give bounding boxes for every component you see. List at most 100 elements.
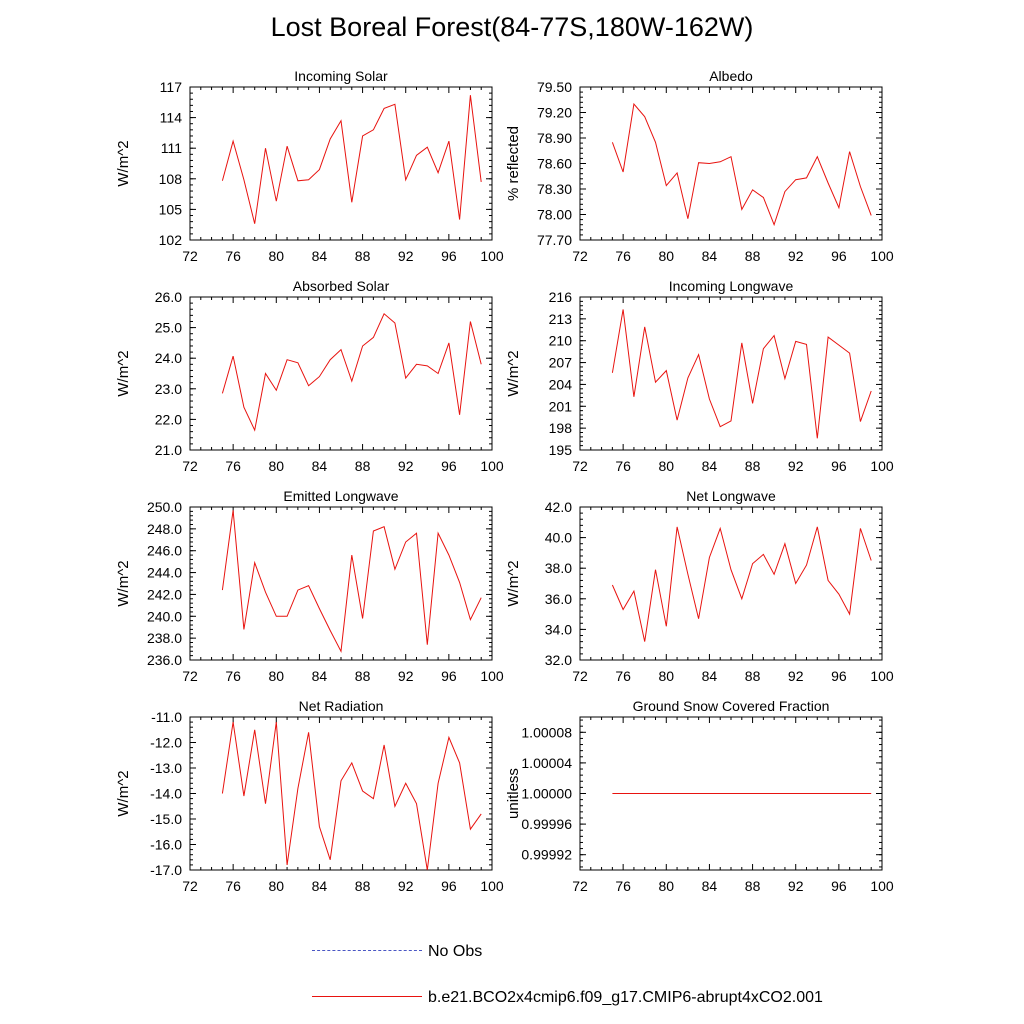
x-tick-label: 84 [312,668,328,684]
x-tick-label: 88 [745,878,761,894]
y-tick-label: 244.0 [147,565,182,581]
x-tick-label: 72 [182,878,198,894]
plot-frame [579,296,883,451]
y-tick-label: 195 [549,442,573,458]
x-tick-label: 100 [870,458,894,474]
x-tick-label: 92 [398,878,414,894]
y-tick-label: 238.0 [147,630,182,646]
y-tick-label: 78.90 [537,130,572,146]
x-tick-label: 96 [441,878,457,894]
series-line [221,312,482,432]
y-tick-label: 21.0 [155,442,182,458]
x-tick-label: 88 [745,458,761,474]
x-tick-label: 96 [831,668,847,684]
y-tick-label: 36.0 [545,591,572,607]
y-tick-label: 242.0 [147,586,182,602]
x-tick-label: 76 [615,668,631,684]
y-tick-label: 22.0 [155,411,182,427]
y-tick-label: 198 [549,420,573,436]
y-tick-label: 0.99996 [521,816,572,832]
x-tick-label: 80 [268,878,284,894]
y-tick-label: 111 [161,140,182,156]
x-tick-label: 92 [788,458,804,474]
y-axis-label: W/m^2 [115,770,132,816]
y-tick-label: 25.0 [155,320,182,336]
x-tick-label: 88 [355,878,371,894]
series-line [221,95,482,224]
legend-line-no-obs [312,950,422,951]
y-tick-label: -12.0 [150,735,182,751]
x-tick-label: 100 [480,668,504,684]
x-tick-label: 76 [615,878,631,894]
legend-label-model: b.e21.BCO2x4cmip6.f09_g17.CMIP6-abrupt4x… [428,989,823,1006]
y-tick-label: 78.30 [537,181,572,197]
x-tick-label: 84 [312,878,328,894]
y-tick-label: 248.0 [147,521,182,537]
x-tick-label: 80 [658,878,674,894]
x-tick-label: 84 [312,248,328,264]
x-tick-label: 72 [182,458,198,474]
panel-title: Absorbed Solar [293,278,390,294]
y-tick-label: 40.0 [545,530,572,546]
x-tick-label: 92 [788,878,804,894]
plot-frame [189,86,493,241]
y-tick-label: 114 [160,110,183,126]
x-tick-label: 80 [658,248,674,264]
plot-frame [189,296,493,451]
x-tick-label: 76 [615,458,631,474]
y-tick-label: -14.0 [150,786,182,802]
x-tick-label: 80 [658,668,674,684]
legend-line-model [312,996,422,997]
y-tick-label: -11.0 [151,709,182,725]
y-tick-label: 26.0 [155,289,182,305]
x-tick-label: 72 [572,668,588,684]
y-tick-label: 250.0 [147,499,182,515]
chart-panel-8: Ground Snow Covered Fraction unitless 72 76… [505,698,894,894]
y-tick-label: 42.0 [545,499,572,515]
panel-title: Ground Snow Covered Fraction [633,698,830,714]
x-tick-label: 96 [441,458,457,474]
x-tick-label: 80 [268,668,284,684]
chart-panel-4: Incoming Longwave W/m^2 72 76 80 84 88 92 96 100 1… [505,278,894,474]
chart-panel-5: Emitted Longwave W/m^2 72 76 80 84 88 92 96 100 23… [115,488,504,684]
panel-title: Net Radiation [299,698,384,714]
x-tick-label: 96 [831,248,847,264]
x-tick-label: 100 [480,878,504,894]
series-line [221,722,482,871]
chart-panel-3: Absorbed Solar W/m^2 72 76 80 84 88 92 96 100 21.0… [115,278,504,474]
y-tick-label: 117 [160,79,183,95]
y-tick-label: 108 [159,171,183,187]
series-line [611,102,872,227]
y-tick-label: -15.0 [150,811,182,827]
y-tick-label: 1.00000 [521,786,572,802]
y-axis-label: W/m^2 [115,140,132,186]
x-tick-label: 72 [572,248,588,264]
y-axis-label: W/m^2 [115,350,132,396]
chart-panel-6: Net Longwave W/m^2 72 76 80 84 88 92 96 100 32.0 34… [505,488,894,684]
y-tick-label: 213 [549,311,573,327]
y-axis-label: % reflected [505,126,522,201]
y-tick-label: 23.0 [155,381,182,397]
y-axis-label: W/m^2 [505,350,522,396]
y-tick-label: 24.0 [155,350,182,366]
x-tick-label: 76 [225,878,241,894]
y-tick-label: 105 [159,201,183,217]
plot-frame [579,506,883,661]
y-tick-label: -13.0 [150,760,182,776]
y-tick-label: -17.0 [150,862,182,878]
series-line [611,309,872,439]
y-tick-label: 240.0 [147,608,182,624]
y-tick-label: 102 [159,232,183,248]
series-line [221,510,482,653]
y-tick-label: 38.0 [545,560,572,576]
y-tick-label: 78.00 [537,207,572,223]
x-tick-label: 88 [355,458,371,474]
x-tick-label: 100 [870,878,894,894]
x-tick-label: 96 [831,458,847,474]
x-tick-label: 92 [398,668,414,684]
figure-title: Lost Boreal Forest(84-77S,180W-162W) [270,12,754,42]
x-tick-label: 88 [745,668,761,684]
y-tick-label: 210 [549,333,573,349]
y-axis-label: W/m^2 [115,560,132,606]
